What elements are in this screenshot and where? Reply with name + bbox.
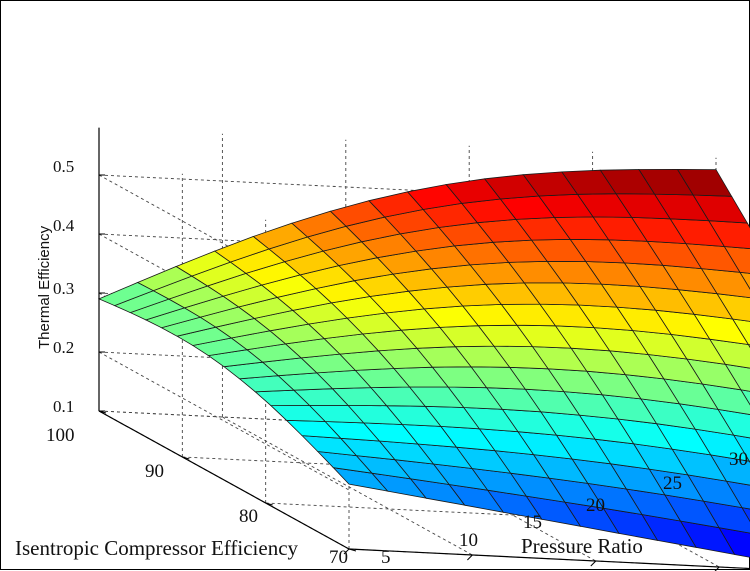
z-tick-label: 0.4 bbox=[53, 216, 75, 235]
x-axis-line bbox=[348, 548, 750, 570]
z-tick-label: 0.1 bbox=[53, 397, 74, 416]
axes bbox=[98, 127, 750, 571]
x-tick-label: 15 bbox=[523, 512, 542, 533]
z-tick-labels: 0.1 0.2 0.3 0.4 0.5 bbox=[53, 157, 75, 416]
x-tick-label: 10 bbox=[459, 530, 478, 551]
z-tick-label: 0.5 bbox=[53, 157, 74, 176]
y-tick-labels: 100 90 80 70 bbox=[46, 425, 348, 568]
y-tick-mark bbox=[265, 502, 273, 506]
x-tick-label: 25 bbox=[663, 473, 682, 494]
z-tick-label: 0.3 bbox=[53, 279, 74, 298]
x-axis-label: Pressure Ratio bbox=[521, 534, 643, 558]
y-tick-label: 70 bbox=[329, 547, 348, 568]
z-axis-label: Thermal Efficiency bbox=[36, 225, 53, 349]
y-axis-label: Isentropic Compressor Efficiency bbox=[15, 536, 299, 560]
y-axis-line bbox=[98, 410, 350, 550]
x-tick-labels: 5 10 15 20 25 30 bbox=[381, 449, 748, 568]
x-tick-label: 30 bbox=[729, 449, 748, 470]
z-tick-label: 0.2 bbox=[53, 338, 74, 357]
x-tick-mark bbox=[714, 566, 720, 571]
x-tick-mark bbox=[467, 554, 473, 561]
y-tick-mark bbox=[182, 456, 190, 460]
y-tick-label: 80 bbox=[239, 506, 258, 527]
y-tick-label: 100 bbox=[46, 425, 75, 446]
surface-cell bbox=[97, 282, 155, 307]
x-tick-mark bbox=[590, 560, 597, 567]
surface-mesh bbox=[97, 168, 750, 558]
grid-line bbox=[98, 174, 717, 206]
y-tick-mark bbox=[348, 548, 357, 552]
x-tick-mark bbox=[343, 548, 350, 555]
y-tick-label: 90 bbox=[145, 461, 164, 482]
x-tick-label: 5 bbox=[381, 547, 391, 568]
x-tick-label: 20 bbox=[586, 495, 605, 516]
y-tick-mark bbox=[98, 410, 107, 414]
